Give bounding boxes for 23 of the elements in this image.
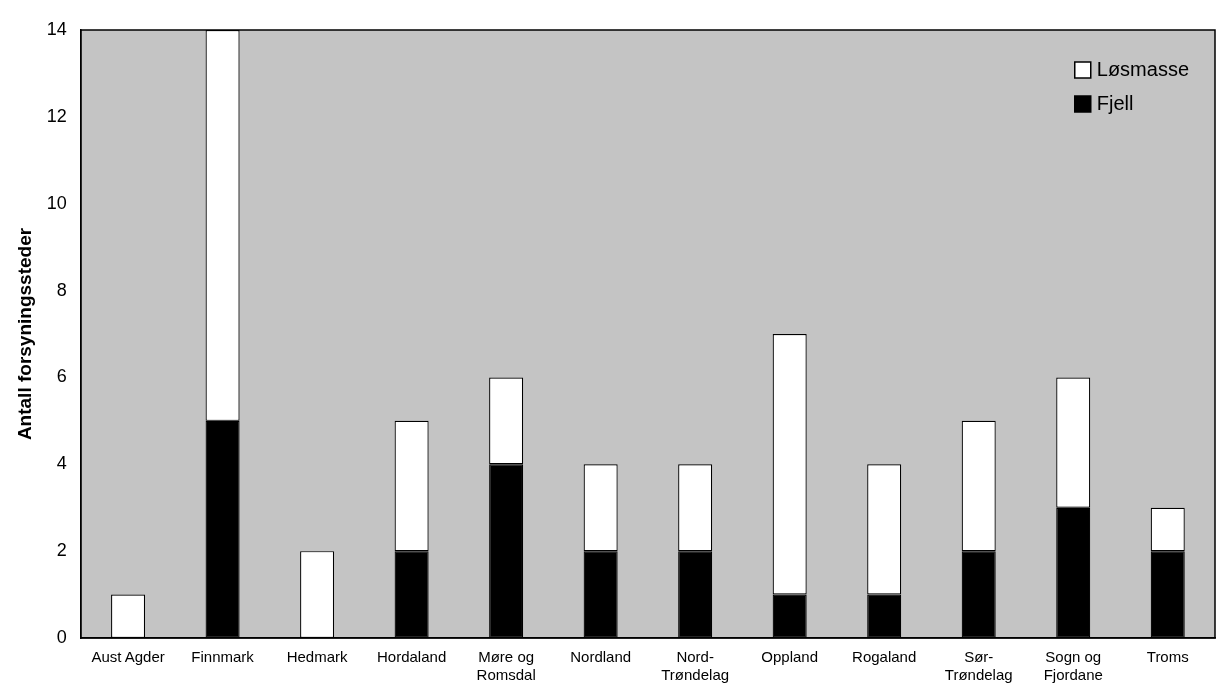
x-tick-label: Aust Agder [91, 648, 165, 666]
y-tick-label: 8 [56, 279, 67, 300]
x-tick-label: Nordland [570, 648, 632, 666]
y-tick-label: 2 [56, 540, 67, 561]
y-axis-title: Antall forsyningssteder [13, 227, 35, 441]
x-tick-label: Nord- Trøndelag [661, 648, 730, 684]
legend-label: Løsmasse [1096, 57, 1189, 80]
y-tick-label: 12 [46, 105, 67, 126]
y-tick-label: 4 [56, 453, 67, 474]
x-tick-label: Finnmark [191, 648, 255, 666]
x-tick-label: Møre og Romsdal [476, 648, 536, 684]
x-tick-label: Sør- Trøndelag [944, 648, 1013, 684]
x-tick-label: Troms [1146, 648, 1189, 666]
y-tick-label: 14 [46, 18, 67, 39]
x-tick-label: Hedmark [286, 648, 349, 666]
x-tick-label: Sogn og Fjordane [1043, 648, 1103, 684]
x-tick-label: Rogaland [852, 648, 917, 666]
y-tick-label: 6 [56, 366, 67, 387]
y-tick-label: 0 [56, 626, 67, 647]
x-tick-label: Oppland [761, 648, 819, 666]
y-tick-label: 10 [46, 192, 67, 213]
x-tick-label: Hordaland [377, 648, 447, 666]
legend-label: Fjell [1096, 91, 1134, 114]
